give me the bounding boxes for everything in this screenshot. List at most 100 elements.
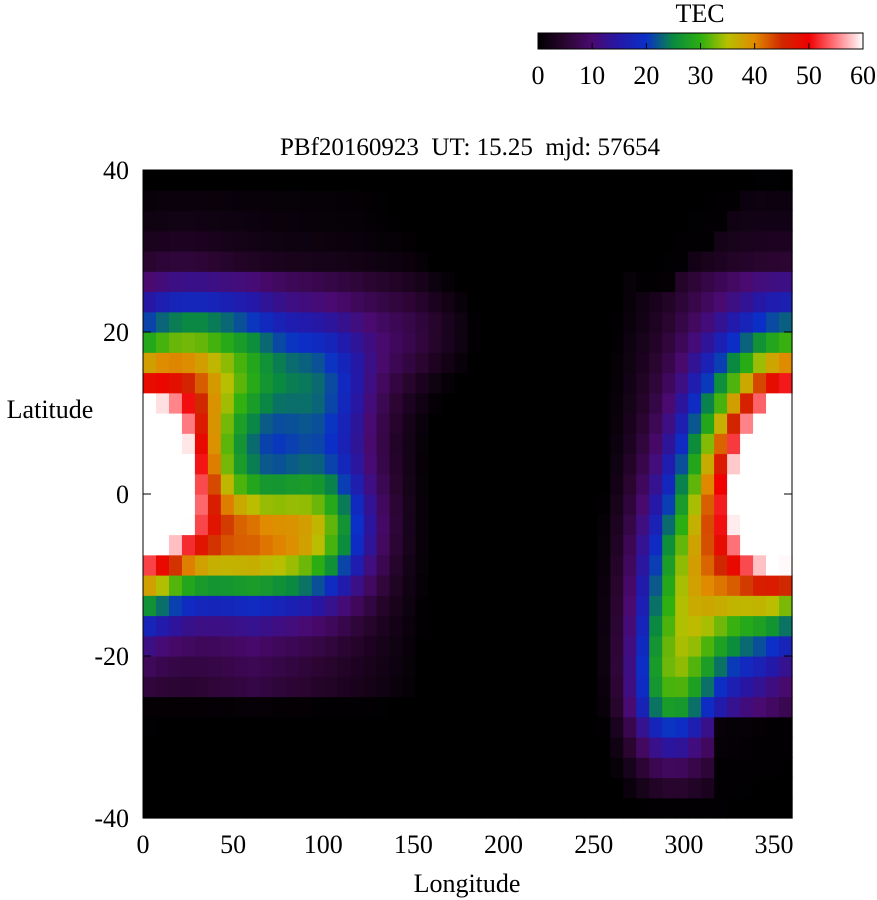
- heatmap-cell: [610, 797, 624, 819]
- heatmap-cell: [740, 716, 754, 738]
- heatmap-cell: [376, 777, 391, 799]
- heatmap-cell: [467, 433, 482, 455]
- heatmap-cell: [740, 615, 754, 637]
- heatmap-cell: [285, 392, 300, 414]
- heatmap-cell: [636, 635, 650, 657]
- heatmap-cell: [506, 554, 521, 576]
- heatmap-cell: [558, 453, 572, 475]
- heatmap-cell: [571, 473, 585, 495]
- heatmap-cell: [753, 352, 767, 374]
- heatmap-cell: [519, 514, 533, 536]
- heatmap-cell: [233, 372, 248, 394]
- heatmap-cell: [753, 777, 767, 799]
- heatmap-cell: [181, 352, 196, 374]
- heatmap-cell: [545, 696, 559, 718]
- heatmap-cell: [662, 656, 676, 677]
- heatmap-cell: [298, 635, 313, 657]
- heatmap-cell: [519, 797, 533, 819]
- heatmap-cell: [662, 372, 676, 394]
- heatmap-cell: [493, 534, 508, 556]
- heatmap-cell: [714, 473, 728, 495]
- colorbar-tick-label: 40: [742, 61, 768, 90]
- heatmap-cell: [233, 311, 248, 333]
- heatmap-cell: [506, 757, 521, 779]
- heatmap-cell: [233, 332, 248, 353]
- x-tick-label: 0: [137, 830, 150, 859]
- heatmap-cell: [311, 210, 326, 232]
- heatmap-cell: [558, 392, 572, 414]
- heatmap-cell: [143, 656, 157, 677]
- heatmap-cell: [467, 190, 482, 212]
- heatmap-cell: [467, 595, 482, 617]
- heatmap-cell: [441, 554, 456, 576]
- heatmap-cell: [168, 190, 183, 212]
- heatmap-cell: [337, 676, 352, 698]
- heatmap-cell: [558, 554, 572, 576]
- heatmap-cell: [584, 554, 598, 576]
- heatmap-cell: [727, 190, 741, 212]
- heatmap-cell: [662, 595, 676, 617]
- heatmap-cell: [688, 291, 702, 313]
- heatmap-cell: [558, 413, 572, 434]
- heatmap-cell: [311, 757, 326, 779]
- heatmap-cell: [402, 575, 417, 596]
- heatmap-cell: [597, 696, 611, 718]
- heatmap-cell: [480, 230, 495, 252]
- heatmap-cell: [519, 777, 533, 799]
- heatmap-cell: [597, 716, 611, 738]
- heatmap-cell: [272, 352, 287, 374]
- heatmap-cell: [350, 554, 365, 576]
- heatmap-cell: [363, 676, 378, 698]
- heatmap-cell: [415, 595, 430, 617]
- heatmap-cell: [623, 757, 637, 779]
- heatmap-cell: [545, 332, 559, 353]
- heatmap-cell: [246, 271, 261, 293]
- heatmap-cell: [688, 635, 702, 657]
- heatmap-cell: [311, 696, 326, 718]
- heatmap-cell: [246, 534, 261, 556]
- heatmap-cell: [207, 656, 222, 677]
- heatmap-cell: [233, 413, 248, 434]
- heatmap-cell: [155, 757, 170, 779]
- heatmap-cell: [143, 453, 157, 475]
- heatmap-cell: [571, 635, 585, 657]
- heatmap-cell: [143, 372, 157, 394]
- heatmap-cell: [701, 716, 715, 738]
- heatmap-cell: [597, 757, 611, 779]
- heatmap-cell: [519, 696, 533, 718]
- heatmap-cell: [454, 453, 469, 475]
- y-tick-label: -40: [94, 804, 129, 833]
- heatmap-cell: [428, 291, 443, 313]
- heatmap-cell: [532, 352, 546, 374]
- heatmap-cell: [207, 210, 222, 232]
- heatmap-cell: [220, 433, 235, 455]
- heatmap-cell: [493, 757, 508, 779]
- heatmap-cell: [207, 291, 222, 313]
- heatmap-cell: [272, 757, 287, 779]
- heatmap-cell: [571, 595, 585, 617]
- heatmap-cell: [727, 575, 741, 596]
- heatmap-cell: [727, 494, 741, 515]
- heatmap-cell: [311, 615, 326, 637]
- heatmap-cell: [246, 372, 261, 394]
- heatmap-cell: [233, 696, 248, 718]
- heatmap-cell: [740, 190, 754, 212]
- heatmap-cell: [298, 615, 313, 637]
- heatmap-cell: [350, 453, 365, 475]
- y-axis-label: Latitude: [7, 395, 94, 424]
- heatmap-cell: [506, 311, 521, 333]
- heatmap-cell: [181, 635, 196, 657]
- heatmap-cell: [220, 372, 235, 394]
- heatmap-cell: [701, 635, 715, 657]
- heatmap-cell: [259, 352, 274, 374]
- heatmap-cell: [740, 230, 754, 252]
- heatmap-cell: [272, 635, 287, 657]
- heatmap-cell: [415, 696, 430, 718]
- heatmap-cell: [181, 271, 196, 293]
- heatmap-cell: [246, 494, 261, 515]
- heatmap-cell: [415, 737, 430, 758]
- heatmap-cell: [285, 453, 300, 475]
- heatmap-cell: [740, 635, 754, 657]
- heatmap-cell: [701, 311, 715, 333]
